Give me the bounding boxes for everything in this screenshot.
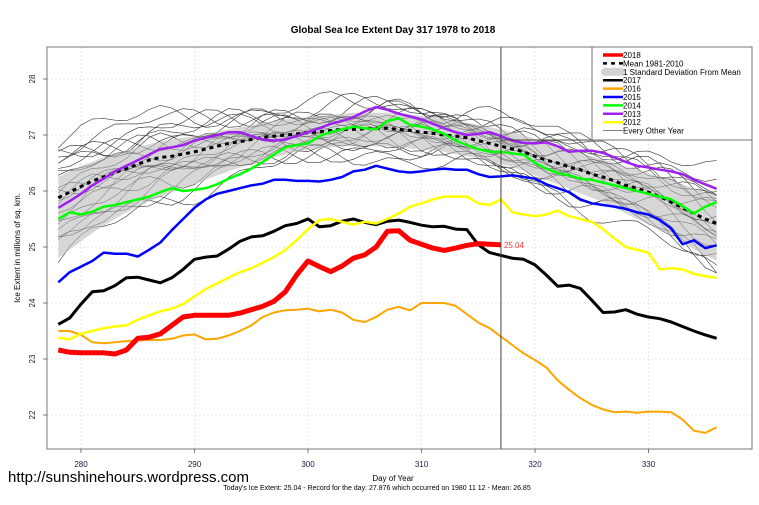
x-tick-label: 300 <box>301 460 315 469</box>
other-year-line <box>58 126 717 226</box>
series-line-2018 <box>57 228 502 357</box>
grid <box>47 47 752 449</box>
other-year-line <box>58 131 717 245</box>
series-line-2017 <box>57 217 718 340</box>
legend-label: Mean 1981-2010 <box>623 59 684 68</box>
x-tick-label: 310 <box>415 460 429 469</box>
series-line-2013 <box>57 105 718 209</box>
series-group <box>57 105 718 434</box>
legend-label: 2013 <box>623 110 641 119</box>
other-year-line <box>58 120 717 236</box>
x-tick-label: 330 <box>642 460 656 469</box>
legend-label: 2012 <box>623 118 641 127</box>
mean-line <box>57 126 718 225</box>
other-year-line <box>58 142 717 273</box>
series-line-2012 <box>58 195 717 341</box>
other-year-line <box>58 124 717 232</box>
y-axis-label: Ice Extent in millions of sq. km. <box>13 193 22 303</box>
other-year-line <box>58 98 717 197</box>
watermark-url[interactable]: http://sunshinehours.wordpress.com <box>8 469 249 486</box>
other-year-line <box>58 124 717 234</box>
series-line-2016 <box>58 302 718 434</box>
y-tick-label: 28 <box>28 74 37 83</box>
y-tick-label: 27 <box>28 130 37 139</box>
y-tick-label: 24 <box>28 298 37 307</box>
y-tick-label: 26 <box>28 186 37 195</box>
sd-band <box>58 112 717 261</box>
other-year-line <box>58 144 717 266</box>
series-line-2014 <box>57 116 718 221</box>
legend-label: 1 Standard Deviation From Mean <box>623 68 741 77</box>
y-tick-label: 23 <box>28 354 37 363</box>
legend-label: 2015 <box>623 93 641 102</box>
y-tick-label: 25 <box>28 242 37 251</box>
other-year-line <box>58 136 717 274</box>
current-value-label: 25.04 <box>504 241 525 250</box>
legend-box <box>591 46 753 141</box>
x-axis: 280 290 300 310 320 330 <box>74 449 656 469</box>
footer-stats: Today's Ice Extent: 25.04 - Record for t… <box>223 485 531 492</box>
x-axis-label: Day of Year <box>372 474 414 483</box>
legend-label: 2017 <box>623 76 641 85</box>
legend-label: 2018 <box>623 51 641 60</box>
legend-label: 2014 <box>623 101 641 110</box>
y-tick-label: 22 <box>28 410 37 419</box>
legend-swatch-band <box>601 67 625 76</box>
x-tick-label: 320 <box>528 460 542 469</box>
y-axis: 22 23 24 25 26 27 28 <box>28 74 47 419</box>
other-year-line <box>58 113 717 204</box>
other-year-line <box>58 109 717 208</box>
legend-label: 2016 <box>623 85 641 94</box>
x-tick-label: 280 <box>74 460 88 469</box>
legend-label: Every Other Year <box>623 127 684 136</box>
x-tick-label: 290 <box>188 460 202 469</box>
other-year-line <box>58 91 717 167</box>
plot-frame <box>46 46 753 450</box>
chart-title: Global Sea Ice Extent Day 317 1978 to 20… <box>291 25 496 36</box>
other-year-line <box>58 126 717 240</box>
series-line-2015 <box>57 164 717 284</box>
